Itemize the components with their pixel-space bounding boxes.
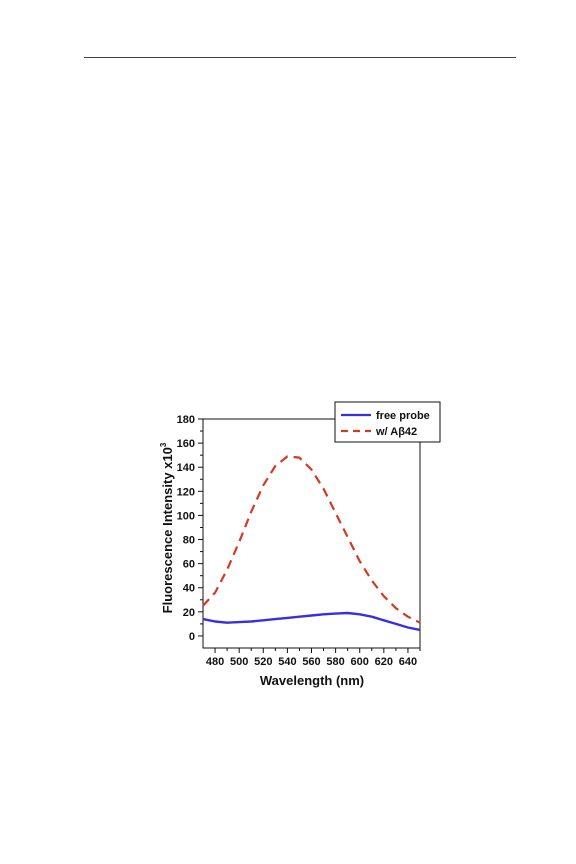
y-axis-title-main: Fluorescence Intensity x10: [160, 447, 175, 613]
legend: free probe w/ Aβ42: [334, 401, 441, 443]
x-tick-label: 600: [351, 656, 369, 668]
y-tick-label: 100: [177, 510, 195, 522]
y-tick-label: 80: [183, 535, 195, 547]
y-tick-label: 60: [183, 559, 195, 571]
x-tick-label: 560: [302, 656, 320, 668]
x-tick-label: 580: [326, 656, 344, 668]
x-tick-label: 640: [399, 656, 417, 668]
series-lines: [202, 455, 421, 632]
x-tick-labels: 480 500 520 540 560 580 600 620 640: [206, 656, 417, 668]
y-axis-title-superscript: 3: [159, 442, 168, 447]
plot-frame: [202, 418, 421, 649]
y-tick-label: 20: [183, 607, 195, 619]
y-tick-label: 120: [177, 486, 195, 498]
x-tick-label: 500: [230, 656, 248, 668]
y-tick-label: 180: [177, 414, 195, 426]
y-axis-title: Fluorescence Intensity x103: [159, 442, 175, 613]
y-tick-label: 160: [177, 438, 195, 450]
header-rule: [84, 57, 516, 58]
series-line-2: [202, 455, 421, 624]
x-tick-label: 620: [375, 656, 393, 668]
axes: [202, 418, 421, 649]
x-tick-label: 540: [278, 656, 296, 668]
y-tick-label: 140: [177, 462, 195, 474]
y-tick-label: 40: [183, 583, 195, 595]
legend-label: free probe: [376, 410, 430, 422]
y-tick-label: 0: [189, 631, 195, 643]
x-tick-label: 480: [206, 656, 224, 668]
legend-box: [334, 401, 441, 443]
x-axis-title: Wavelength (nm): [260, 673, 364, 688]
y-tick-labels: 0 20 40 60 80 100 120 140 160 180: [177, 414, 195, 643]
tick-marks: [198, 418, 421, 653]
series-line-1: [202, 611, 421, 632]
x-tick-label: 520: [254, 656, 272, 668]
legend-label: w/ Aβ42: [375, 426, 417, 438]
